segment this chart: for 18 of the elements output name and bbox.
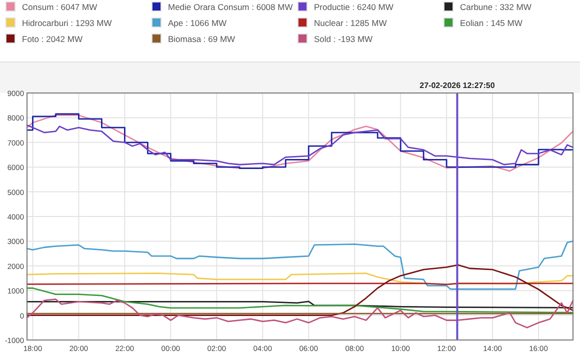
- legend-label: Hidrocarburi : 1293 MW: [22, 18, 112, 28]
- legend-label: Ape : 1066 MW: [168, 18, 227, 28]
- line-series: [26, 124, 574, 166]
- legend-label: Carbune : 332 MW: [460, 2, 532, 12]
- legend-label: Nuclear : 1285 MW: [314, 18, 387, 28]
- line-series: [26, 240, 574, 290]
- legend-label: Sold : -193 MW: [314, 34, 373, 44]
- ref-line-label: 27-02-2026 12:27:50: [420, 81, 496, 90]
- legend-label: Eolian : 145 MW: [460, 18, 522, 28]
- line-series: [26, 287, 574, 314]
- line-series: [26, 264, 574, 316]
- legend-label: Medie Orara Consum : 6008 MW: [168, 2, 293, 12]
- legend-label: Biomasa : 69 MW: [168, 34, 236, 44]
- line-series: [26, 300, 574, 308]
- legend-label: Consum : 6047 MW: [22, 2, 98, 12]
- legend-label: Foto : 2042 MW: [22, 34, 82, 44]
- legend-label: Productie : 6240 MW: [314, 2, 394, 12]
- line-series: [26, 298, 574, 328]
